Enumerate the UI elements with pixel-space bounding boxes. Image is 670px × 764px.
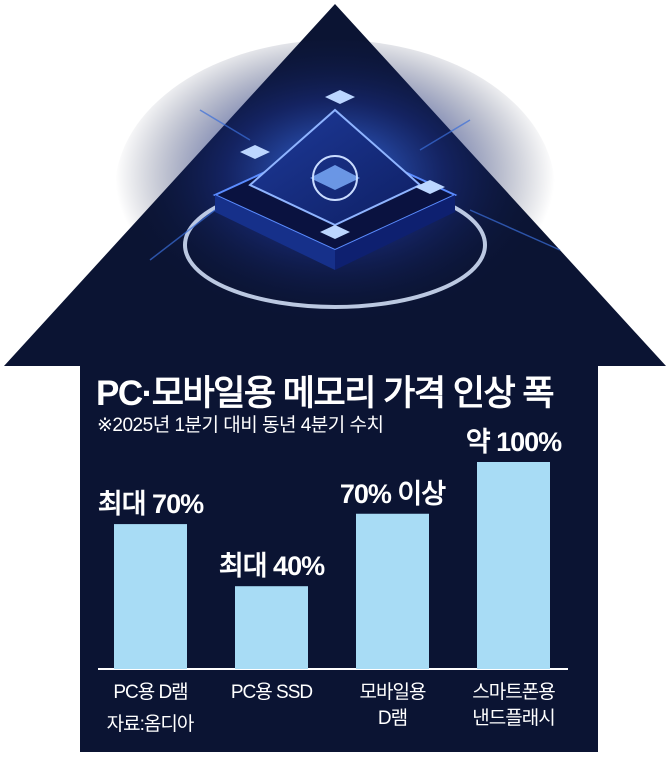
category-label-line: 스마트폰용 bbox=[472, 682, 555, 703]
data-label: 약 100% bbox=[465, 427, 562, 457]
category-label: 모바일용 D램 bbox=[323, 680, 463, 732]
source-note: 자료:옴디아 bbox=[106, 714, 195, 735]
category-label-line: 낸드플래시 bbox=[472, 708, 555, 729]
category-label-line: PC용 SSD bbox=[230, 682, 313, 703]
category-label: PC용 D램 bbox=[81, 680, 221, 706]
bar bbox=[114, 524, 187, 669]
bar bbox=[356, 513, 429, 669]
chart-title: PC·모바일용 메모리 가격 인상 폭 bbox=[96, 374, 555, 413]
chip-illustration bbox=[115, 40, 561, 340]
bar bbox=[235, 586, 308, 669]
data-label: 70% 이상 bbox=[339, 478, 446, 509]
bar bbox=[477, 462, 550, 669]
category-label-line: D램 bbox=[377, 708, 408, 729]
category-label-line: 모바일용 bbox=[359, 682, 427, 703]
category-label: PC용 SSD bbox=[202, 680, 342, 706]
data-label: 최대 40% bbox=[218, 551, 325, 582]
category-label-line: PC용 D램 bbox=[113, 682, 188, 703]
chart-subtitle: ※2025년 1분기 대비 동년 4분기 수치 bbox=[97, 415, 384, 436]
data-label: 최대 70% bbox=[97, 489, 204, 520]
